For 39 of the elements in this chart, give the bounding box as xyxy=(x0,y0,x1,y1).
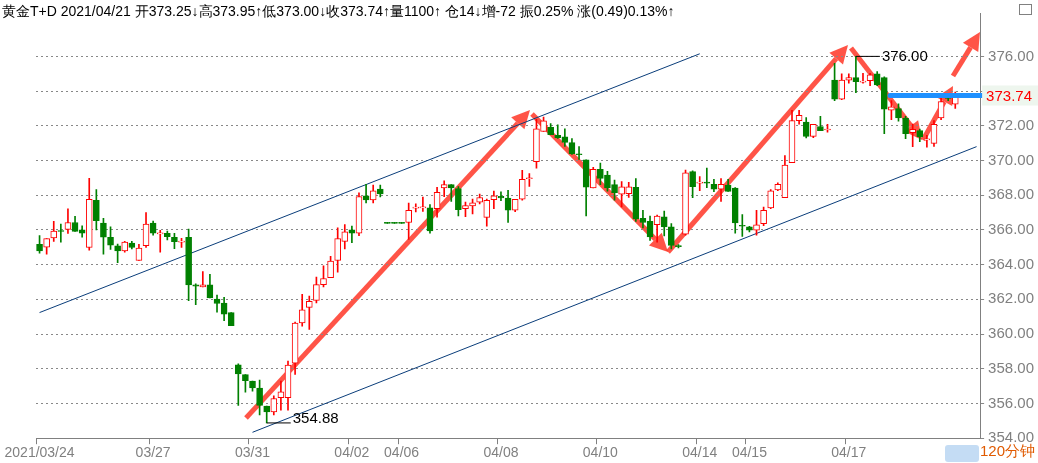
y-tick-label: 358.00 xyxy=(988,358,1035,376)
candlestick xyxy=(859,72,867,84)
y-tick-label: 368.00 xyxy=(988,185,1035,203)
y-tick-label: 360.00 xyxy=(988,324,1035,342)
annotation: 376.00 xyxy=(881,47,928,65)
x-tick-label: 03/31 xyxy=(234,444,271,461)
x-tick-label: 03/27 xyxy=(135,444,171,461)
x-tick-label: 04/08 xyxy=(483,444,519,461)
y-tick-label: 356.00 xyxy=(988,393,1035,411)
x-tick-label: 04/14 xyxy=(682,444,718,461)
y-tick-label: 364.00 xyxy=(988,254,1035,272)
x-tick-label: 2021/03/24 xyxy=(4,444,75,461)
x-tick-label: 04/10 xyxy=(582,444,619,461)
candlestick xyxy=(419,196,427,212)
candlestick xyxy=(909,123,917,147)
candlestick xyxy=(447,184,455,202)
ref-line-label: 373.74 xyxy=(986,86,1033,104)
y-tick-label: 370.00 xyxy=(988,150,1035,168)
x-tick-label: 04/02 xyxy=(334,444,370,461)
candlestick xyxy=(440,180,448,198)
candlestick xyxy=(696,176,704,192)
y-tick-label: 362.00 xyxy=(988,289,1035,307)
annotation: 354.88 xyxy=(292,408,339,426)
y-tick-label: 372.00 xyxy=(988,115,1035,133)
candlestick xyxy=(852,56,860,93)
y-tick-label: 366.00 xyxy=(988,220,1035,238)
x-tick-label: 04/17 xyxy=(831,444,867,461)
chart-title: 黄金T+D 2021/04/21 开373.25↓高373.95↑低373.00↓收373.74↑量1100↑ 仓14↓增-72 振0.25% 涨(0.49)0.13%↑ xyxy=(2,3,675,21)
candlestick xyxy=(156,229,164,253)
candlestick xyxy=(305,295,313,330)
text: 120分钟 xyxy=(979,442,1035,461)
x-tick-label: 04/06 xyxy=(384,444,420,461)
x-tick-label: 04/15 xyxy=(731,444,768,461)
y-tick-label: 376.00 xyxy=(988,46,1035,64)
candlestick xyxy=(738,214,746,237)
candlestick xyxy=(703,167,711,188)
candlestick xyxy=(575,146,583,160)
candlestick xyxy=(192,283,200,305)
candlestick xyxy=(234,363,242,406)
